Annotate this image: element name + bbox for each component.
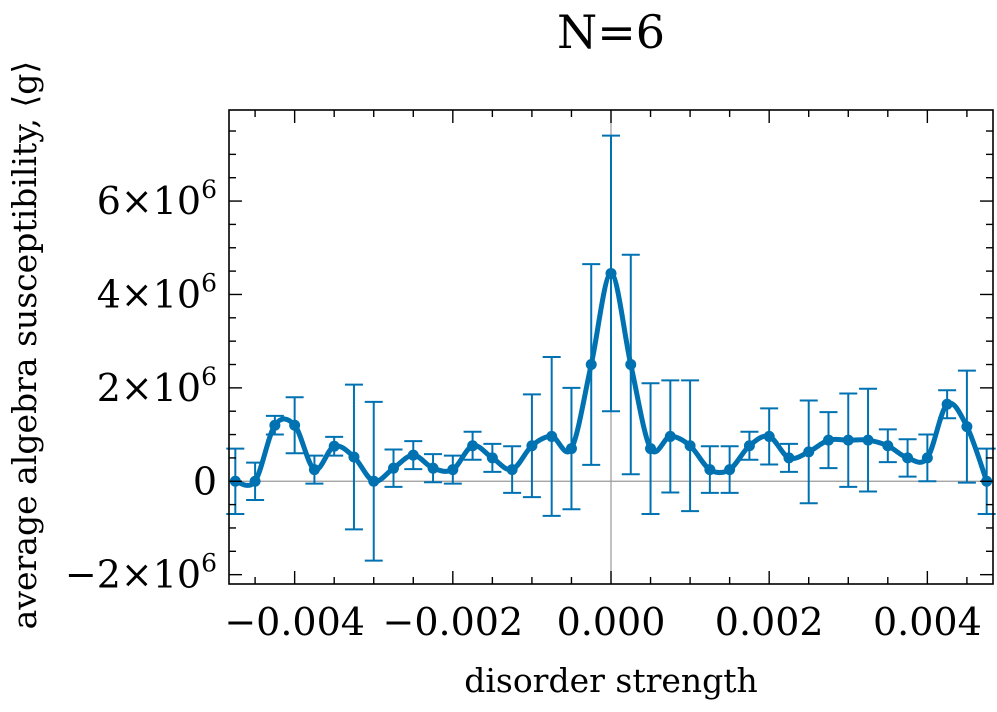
y-tick-label-base: −2×10 — [65, 553, 201, 597]
data-point — [902, 452, 914, 464]
data-point — [763, 430, 775, 442]
data-point — [743, 440, 755, 452]
y-tick-label-exponent: 6 — [201, 549, 217, 578]
data-point — [526, 440, 538, 452]
data-point — [625, 359, 637, 371]
data-point — [961, 421, 973, 433]
data-point — [822, 434, 834, 446]
x-axis-label: disorder strength — [464, 661, 758, 700]
data-point — [506, 464, 518, 476]
y-tick-label: −2×106 — [65, 549, 217, 597]
y-tick-label-exponent: 6 — [201, 268, 217, 297]
x-tick-label: −0.004 — [224, 600, 365, 644]
data-point — [783, 452, 795, 464]
y-tick-label-exponent: 6 — [201, 175, 217, 204]
data-point — [645, 443, 657, 455]
y-tick-label: 2×106 — [97, 362, 217, 410]
x-tick-label: 0.004 — [873, 600, 982, 644]
y-tick-label-base: 4×10 — [97, 272, 201, 316]
data-point — [684, 440, 696, 452]
data-point — [664, 430, 676, 442]
data-point — [447, 464, 459, 476]
x-tick-label: −0.002 — [383, 600, 524, 644]
data-point — [842, 434, 854, 446]
data-point — [882, 440, 894, 452]
y-tick-label: 6×106 — [97, 175, 217, 223]
data-point — [565, 443, 577, 455]
data-point — [328, 440, 340, 452]
x-tick-label: 0.000 — [557, 600, 666, 644]
data-point — [249, 475, 261, 487]
data-point — [921, 452, 933, 464]
data-point — [348, 451, 360, 463]
data-point — [368, 475, 380, 487]
y-tick-label-base: 2×10 — [97, 366, 201, 410]
data-point — [941, 398, 953, 410]
y-tick-label: 0 — [193, 459, 217, 503]
data-point — [724, 464, 736, 476]
data-point — [546, 430, 558, 442]
data-points — [229, 267, 993, 487]
data-point — [289, 419, 301, 431]
data-point — [486, 452, 498, 464]
chart-title: N=6 — [557, 5, 665, 59]
data-point — [803, 446, 815, 458]
data-point — [862, 434, 874, 446]
data-point — [467, 440, 479, 452]
y-tick-label-exponent: 6 — [201, 362, 217, 391]
y-axis-label: average algebra susceptibility, ⟨g⟩ — [5, 61, 44, 630]
x-tick-label: 0.002 — [715, 600, 824, 644]
y-tick-label: 4×106 — [97, 268, 217, 316]
data-point — [407, 449, 419, 461]
data-point — [269, 419, 281, 431]
x-tick-labels: −0.004 −0.002 0.000 0.002 0.004 — [224, 600, 981, 644]
axis-ticks — [229, 110, 993, 584]
data-point — [308, 464, 320, 476]
y-tick-label-base: 6×10 — [97, 179, 201, 223]
y-tick-label-base: 0 — [193, 459, 217, 503]
data-point — [605, 267, 617, 279]
data-point — [585, 359, 597, 371]
data-point — [388, 462, 400, 474]
data-point — [704, 464, 716, 476]
data-point — [427, 462, 439, 474]
